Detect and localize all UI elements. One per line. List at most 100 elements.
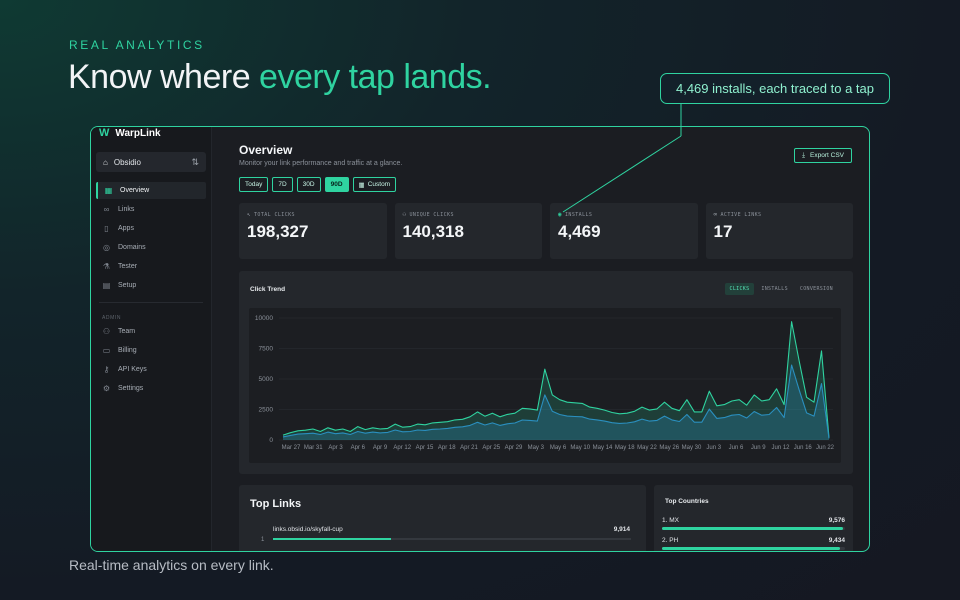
link-icon: ∞ xyxy=(103,205,110,214)
stat-label: ⚇ UNIQUE CLICKS xyxy=(403,211,535,218)
calendar-icon: ▦ xyxy=(358,181,365,189)
admin-nav: ⚇ Team ▭ Billing ⚷ API Keys ⚙ Settings xyxy=(91,323,211,397)
sidebar-item-tester[interactable]: ⚗ Tester xyxy=(96,258,206,275)
tab-conversion[interactable]: CONVERSION xyxy=(799,286,833,292)
range-today[interactable]: Today xyxy=(239,177,269,192)
workspace-name: Obsidio xyxy=(113,157,141,167)
download-icon: ⤓ xyxy=(802,151,806,159)
workspace-switcher[interactable]: ⌂ Obsidio ⇅ xyxy=(96,152,206,172)
stat-label-text: INSTALLS xyxy=(565,211,593,218)
sidebar: W WarpLink ⌂ Obsidio ⇅ ▦ Overview ∞ Links … xyxy=(91,127,212,551)
click-trend-title: Click Trend xyxy=(250,286,286,293)
team-icon: ⚇ xyxy=(102,327,111,336)
country-label: 1. MX xyxy=(662,517,679,524)
series-area-0 xyxy=(283,321,829,440)
sidebar-item-domains[interactable]: ◎ Domains xyxy=(96,239,206,256)
hero-headline: Know where every tap lands. xyxy=(68,58,492,97)
x-tick-label: Apr 18 xyxy=(438,445,456,451)
main-content: Overview Monitor your link performance a… xyxy=(212,127,869,551)
stat-value: 4,469 xyxy=(558,222,601,241)
sidebar-item-label: Domains xyxy=(118,244,146,251)
users-icon: ⚇ xyxy=(402,211,407,218)
home-icon: ⌂ xyxy=(103,157,108,167)
x-tick-label: Apr 15 xyxy=(416,445,434,451)
x-tick-label: Jun 22 xyxy=(816,445,835,451)
sidebar-item-label: API Keys xyxy=(118,366,147,373)
x-tick-label: Apr 21 xyxy=(460,445,478,451)
stat-active-links: ∞ ACTIVE LINKS 17 xyxy=(705,203,853,259)
country-label: 2. PH xyxy=(662,537,679,544)
country-row: 2. PH 9,434 xyxy=(662,537,845,550)
top-countries-card: Top Countries 1. MX 9,576 2. PH 9,434 xyxy=(654,485,853,551)
range-label: Custom xyxy=(367,181,391,188)
x-tick-label: May 14 xyxy=(593,445,613,451)
range-label: 7D xyxy=(278,181,287,188)
hero-footnote: Real-time analytics on every link. xyxy=(69,557,274,573)
sidebar-item-label: Settings xyxy=(118,385,144,392)
range-30d[interactable]: 30D xyxy=(296,177,321,192)
x-tick-label: May 22 xyxy=(637,445,657,451)
range-label: Today xyxy=(245,181,263,188)
range-custom[interactable]: ▦ Custom xyxy=(352,177,397,192)
layout-icon: ▦ xyxy=(104,186,113,195)
sidebar-item-team[interactable]: ⚇ Team xyxy=(96,323,206,340)
x-tick-label: Apr 9 xyxy=(373,445,388,451)
headline-start: Know where xyxy=(68,58,260,96)
x-tick-label: Apr 25 xyxy=(482,445,500,451)
sidebar-item-label: Billing xyxy=(118,347,137,354)
sidebar-item-label: Setup xyxy=(118,282,137,289)
range-90d[interactable]: 90D xyxy=(324,177,349,192)
country-count: 9,576 xyxy=(828,517,845,524)
flask-icon: ⚗ xyxy=(102,262,111,271)
sidebar-item-setup[interactable]: ▤ Setup xyxy=(96,277,206,294)
tab-clicks[interactable]: CLICKS xyxy=(724,283,755,295)
sidebar-item-apps[interactable]: ▯ Apps xyxy=(96,220,206,237)
export-label: Export CSV xyxy=(810,152,844,159)
link-icon: ∞ xyxy=(713,211,718,218)
sidebar-item-api-keys[interactable]: ⚷ API Keys xyxy=(96,361,206,378)
sidebar-divider xyxy=(99,302,203,303)
range-label: 90D xyxy=(330,181,343,188)
brand-name: WarpLink xyxy=(115,127,161,139)
x-tick-label: May 6 xyxy=(550,445,567,451)
sidebar-item-settings[interactable]: ⚙ Settings xyxy=(96,380,206,397)
top-countries-title: Top Countries xyxy=(665,498,709,505)
sidebar-item-label: Links xyxy=(118,206,135,213)
key-icon: ⚷ xyxy=(103,365,110,374)
stat-installs: ◉ INSTALLS 4,469 xyxy=(550,203,698,259)
doc-icon: ▤ xyxy=(102,281,111,290)
trend-tabs: CLICKS INSTALLS CONVERSION xyxy=(724,283,838,295)
stat-label: ↖ TOTAL CLICKS xyxy=(247,211,379,218)
stat-value: 17 xyxy=(713,222,733,241)
range-label: 30D xyxy=(302,181,315,188)
top-links-title: Top Links xyxy=(250,498,302,510)
stat-label-text: TOTAL CLICKS xyxy=(254,211,295,218)
range-7d[interactable]: 7D xyxy=(272,177,293,192)
x-tick-label: Apr 29 xyxy=(505,445,523,451)
installs-callout: 4,469 installs, each traced to a tap xyxy=(660,73,890,104)
page-title: Overview xyxy=(239,143,293,157)
y-tick-label: 7500 xyxy=(259,346,274,353)
admin-section-label: ADMIN xyxy=(102,315,122,321)
sidebar-item-billing[interactable]: ▭ Billing xyxy=(96,342,206,359)
stat-cards: ↖ TOTAL CLICKS 198,327 ⚇ UNIQUE CLICKS 140… xyxy=(239,203,853,259)
top-link-url[interactable]: links.obsid.io/skyfall-cup xyxy=(273,526,343,533)
click-trend-chart: 0 2500 5000 7500 10000 Mar 27 Mar 31 Apr 3 Apr 6… xyxy=(249,308,841,463)
top-link-bar-fill xyxy=(273,538,392,540)
stat-total-clicks: ↖ TOTAL CLICKS 198,327 xyxy=(239,203,387,259)
x-tick-label: May 3 xyxy=(528,445,545,451)
series-area-1 xyxy=(283,365,829,440)
warplink-logo-icon: W xyxy=(99,127,110,139)
x-tick-label: Jun 6 xyxy=(729,445,744,451)
country-bar xyxy=(662,547,845,550)
tab-installs[interactable]: INSTALLS xyxy=(761,286,788,292)
export-csv-button[interactable]: ⤓ Export CSV xyxy=(794,148,852,163)
cursor-icon: ↖ xyxy=(247,211,252,218)
x-tick-label: May 26 xyxy=(659,445,679,451)
click-trend-card: Click Trend CLICKS INSTALLS CONVERSION 0… xyxy=(239,271,853,474)
swap-icon: ⇅ xyxy=(191,156,199,167)
download-circle-icon: ◉ xyxy=(558,211,563,218)
sidebar-item-links[interactable]: ∞ Links xyxy=(96,201,206,218)
top-link-bar xyxy=(273,538,631,540)
sidebar-item-overview[interactable]: ▦ Overview xyxy=(96,182,206,199)
